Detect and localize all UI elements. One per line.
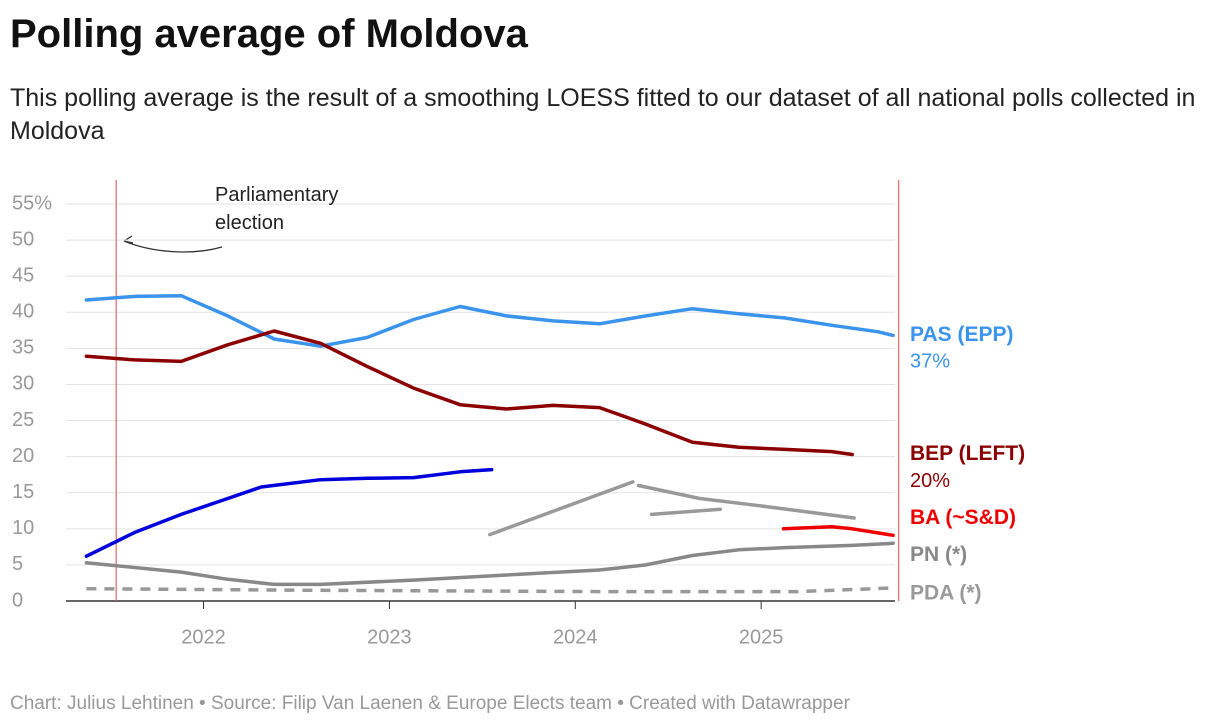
series-line [84, 329, 854, 457]
value-label: 20% [910, 470, 950, 492]
annotation-arrow [123, 235, 223, 253]
chart-footer: Chart: Julius Lehtinen • Source: Filip V… [10, 693, 850, 714]
series-label: PAS (EPP) [910, 323, 1013, 346]
value-label: 37% [910, 351, 950, 373]
series-line [86, 586, 894, 594]
x-tick-label: 2025 [739, 626, 784, 648]
series-line [781, 524, 895, 538]
series-line [84, 541, 895, 587]
y-tick-label: 50 [12, 228, 34, 250]
y-tick-label: 20 [12, 445, 34, 467]
series-label: PDA (*) [910, 582, 982, 605]
y-tick-label: 0 [12, 589, 23, 611]
y-tick-label: 15 [12, 481, 34, 503]
x-tick-label: 2023 [367, 626, 412, 648]
chart-title: Polling average of Moldova [10, 12, 528, 56]
y-tick-label: 55% [12, 192, 52, 214]
y-tick-label: 40 [12, 301, 34, 323]
series-line [84, 467, 494, 558]
y-tick-label: 10 [12, 517, 34, 539]
series-line [488, 480, 635, 537]
series-label: BA (~S&D) [910, 506, 1016, 529]
x-tick-label: 2022 [181, 626, 226, 648]
series-line [84, 293, 895, 348]
y-tick-label: 30 [12, 373, 34, 395]
chart-subtitle: This polling average is the result of a … [10, 84, 1196, 145]
series-line [649, 507, 723, 517]
series-label: BEP (LEFT) [910, 442, 1025, 465]
y-tick-label: 25 [12, 409, 34, 431]
annotation: Parliamentary election [215, 184, 338, 234]
series-line [636, 483, 856, 520]
y-tick-label: 45 [12, 264, 34, 286]
y-tick-label: 35 [12, 337, 34, 359]
y-tick-label: 5 [12, 553, 23, 575]
series-label: PN (*) [910, 543, 967, 566]
x-tick-label: 2024 [553, 626, 598, 648]
